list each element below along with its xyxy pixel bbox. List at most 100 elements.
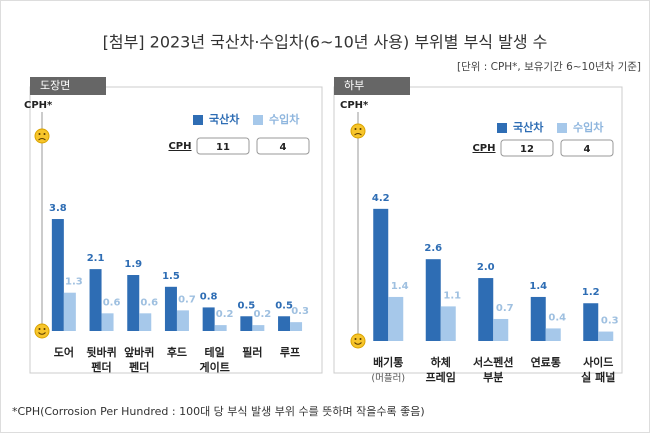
legend-swatch (557, 123, 567, 133)
x-tick-label: 테일 게이트 (199, 345, 229, 374)
emoji-eye (359, 338, 362, 340)
tab-label: 하부 (344, 78, 364, 92)
x-tick-label: 서스펜션 부분 (473, 355, 513, 384)
value-label: 0.2 (253, 309, 271, 320)
bar (252, 325, 265, 331)
emoji-mouth (38, 138, 46, 141)
x-tick-label: 후드 (167, 345, 187, 359)
x-tick-label: 루프 (280, 346, 300, 359)
value-label: 0.7 (496, 303, 514, 314)
value-label: 1.9 (124, 259, 142, 270)
value-label: 0.3 (291, 306, 309, 317)
value-label: 1.1 (443, 290, 461, 301)
legend-label: 국산차 (513, 120, 544, 134)
bar (530, 296, 546, 341)
bar (164, 286, 177, 331)
bar (51, 219, 64, 331)
cph-label: CPH (168, 141, 191, 152)
title: [첨부] 2023년 국산차·수입차(6~10년 사용) 부위별 부식 발생 수 (103, 33, 548, 52)
bar (478, 278, 494, 341)
legend-swatch (497, 123, 507, 133)
bar (127, 275, 140, 331)
x-tick-label: 하체 프레임 (426, 355, 456, 384)
value-label: 0.4 (548, 312, 566, 323)
value-label: 2.6 (424, 243, 442, 254)
emoji-mouth (354, 133, 362, 136)
legend-label: 수입차 (269, 112, 300, 126)
value-label: 3.8 (49, 203, 67, 214)
bar (214, 325, 227, 331)
emoji-mouth (38, 332, 46, 335)
emoji-eye (38, 328, 41, 330)
cph-box (500, 139, 554, 157)
bar (290, 322, 303, 331)
emoji-eye (354, 338, 357, 340)
tab (334, 77, 410, 95)
x-tick-label: 배기통 (머플러) (371, 355, 405, 384)
bar (176, 310, 189, 331)
bar (202, 307, 215, 331)
emoji-eye (354, 128, 357, 130)
cph-value: 4 (584, 144, 591, 155)
value-label: 0.3 (601, 316, 619, 327)
emoji (34, 323, 50, 339)
value-label: 0.6 (140, 297, 158, 308)
x-tick-label: 사이드 실 패널 (581, 355, 615, 384)
value-label: 0.2 (216, 309, 234, 320)
bar (425, 259, 441, 341)
bar (583, 303, 599, 341)
bar (545, 328, 561, 341)
cph-value: 4 (280, 142, 287, 153)
unit-note: [단위 : CPH*, 보유기간 6~10년차 기준] (457, 60, 641, 73)
legend-label: 국산차 (209, 112, 240, 126)
emoji (350, 123, 366, 139)
bar (388, 296, 404, 341)
emoji-mouth (354, 342, 362, 345)
bar (139, 313, 152, 331)
bar (440, 306, 456, 341)
cph-value: 12 (520, 144, 534, 155)
emoji (34, 128, 50, 144)
emoji-eye (43, 133, 46, 135)
cph-box (560, 139, 614, 157)
y-axis-label: CPH* (24, 100, 53, 111)
emoji-eye (43, 328, 46, 330)
value-label: 0.6 (103, 297, 121, 308)
bar (63, 292, 76, 331)
cph-box (196, 137, 250, 155)
value-label: 4.2 (372, 193, 390, 204)
footnote: *CPH(Corrosion Per Hundred : 100대 당 부식 발… (12, 404, 425, 418)
value-label: 1.4 (529, 281, 547, 292)
legend-swatch (193, 115, 203, 125)
bar (493, 318, 509, 341)
legend-swatch (253, 115, 263, 125)
x-tick-label: 연료통 (531, 355, 561, 369)
value-label: 0.8 (200, 291, 218, 302)
cph-label: CPH (472, 143, 495, 154)
value-label: 2.0 (477, 262, 495, 273)
emoji-eye (359, 128, 362, 130)
bar (278, 316, 291, 331)
value-label: 1.4 (391, 281, 409, 292)
legend-label: 수입차 (573, 120, 604, 134)
value-label: 0.5 (275, 300, 293, 311)
tab (30, 77, 106, 95)
y-axis-label: CPH* (340, 100, 369, 111)
bar (598, 331, 614, 341)
cph-box (256, 137, 310, 155)
emoji (350, 333, 366, 349)
value-label: 2.1 (87, 253, 105, 264)
value-label: 0.7 (178, 294, 196, 305)
x-tick-label: 뒷바퀴 펜더 (86, 345, 116, 374)
x-tick-label: 필러 (242, 345, 262, 359)
value-label: 1.5 (162, 271, 180, 282)
cph-value: 11 (216, 142, 230, 153)
value-label: 0.5 (237, 300, 255, 311)
tab-label: 도장면 (40, 79, 70, 92)
x-tick-label: 앞바퀴 펜더 (124, 345, 154, 374)
value-label: 1.2 (582, 287, 600, 298)
bar (373, 208, 389, 341)
bar (89, 269, 102, 331)
x-tick-label: 도어 (54, 345, 74, 359)
